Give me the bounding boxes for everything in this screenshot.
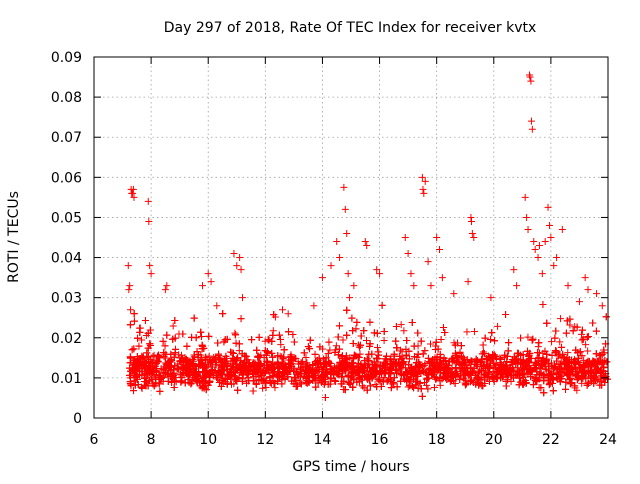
chart-background	[0, 0, 640, 480]
